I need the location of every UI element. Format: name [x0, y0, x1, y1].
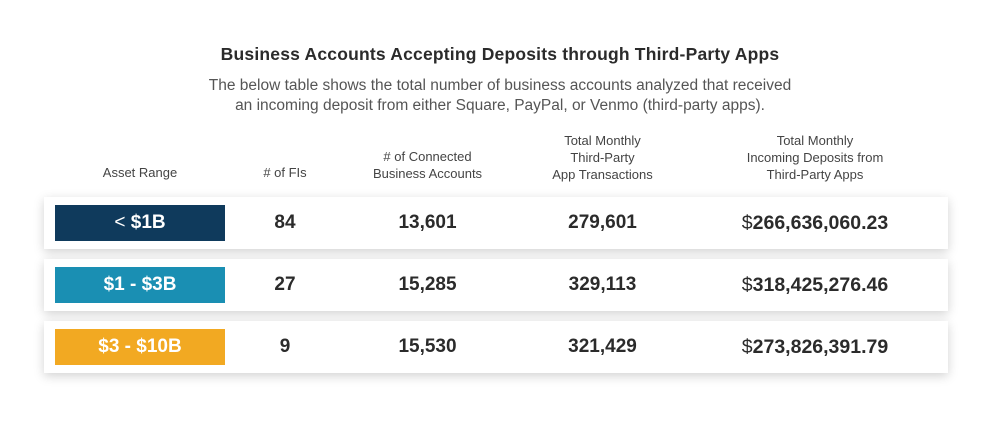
header-line: Third-Party Apps — [766, 167, 864, 182]
header-incoming-deposits: Total Monthly Incoming Deposits from Thi… — [710, 132, 920, 183]
asset-range-value: $1B — [130, 212, 166, 233]
asset-range-badge: $1 - $3B — [55, 267, 225, 303]
deposit-amount: 318,425,276.46 — [752, 274, 889, 296]
app-transactions-cell: 321,429 — [568, 336, 637, 357]
asset-range-value: $1 - $3B — [103, 274, 177, 295]
header-line: Third-Party — [570, 150, 635, 165]
app-transactions-cell: 329,113 — [568, 274, 637, 295]
header-line: Total Monthly — [776, 133, 854, 148]
page-subtitle: The below table shows the total number o… — [0, 76, 1000, 116]
app-transactions-cell: 279,601 — [568, 212, 637, 233]
header-app-transactions: Total Monthly Third-Party App Transactio… — [520, 132, 685, 183]
header-line: # of Connected — [383, 149, 472, 164]
header-line: Total Monthly — [564, 133, 641, 148]
num-fis-cell: 84 — [274, 212, 296, 233]
subtitle-line: an incoming deposit from either Square, … — [235, 97, 765, 114]
table-row: < $1B 84 13,601 279,601 $266,636,060.23 — [44, 197, 948, 249]
asset-range-badge: < $1B — [55, 205, 225, 241]
connected-accounts-cell: 13,601 — [398, 212, 457, 233]
num-fis-cell: 9 — [279, 336, 291, 357]
header-num-fis: # of FIs — [263, 165, 307, 180]
table-row: $3 - $10B 9 15,530 321,429 $273,826,391.… — [44, 321, 948, 373]
currency-symbol: $ — [741, 274, 753, 296]
deposit-amount: 273,826,391.79 — [752, 336, 889, 358]
incoming-deposits-cell: $273,826,391.79 — [710, 321, 920, 373]
incoming-deposits-cell: $318,425,276.46 — [710, 259, 920, 311]
currency-symbol: $ — [741, 212, 753, 234]
header-line: App Transactions — [552, 167, 653, 182]
subtitle-line: The below table shows the total number o… — [208, 77, 792, 94]
deposit-amount: 266,636,060.23 — [752, 212, 889, 234]
connected-accounts-cell: 15,530 — [398, 336, 457, 357]
table-row: $1 - $3B 27 15,285 329,113 $318,425,276.… — [44, 259, 948, 311]
asset-range-value: $3 - $10B — [98, 336, 182, 357]
header-asset-range: Asset Range — [102, 165, 178, 180]
currency-symbol: $ — [741, 336, 753, 358]
header-connected-accounts: # of Connected Business Accounts — [340, 148, 515, 182]
asset-range-prefix: < — [114, 212, 131, 233]
header-line: Business Accounts — [372, 166, 483, 181]
connected-accounts-cell: 15,285 — [398, 274, 457, 295]
num-fis-cell: 27 — [274, 274, 296, 295]
incoming-deposits-cell: $266,636,060.23 — [710, 197, 920, 249]
header-line: Incoming Deposits from — [746, 150, 884, 165]
page-title: Business Accounts Accepting Deposits thr… — [220, 44, 780, 64]
asset-range-badge: $3 - $10B — [55, 329, 225, 365]
